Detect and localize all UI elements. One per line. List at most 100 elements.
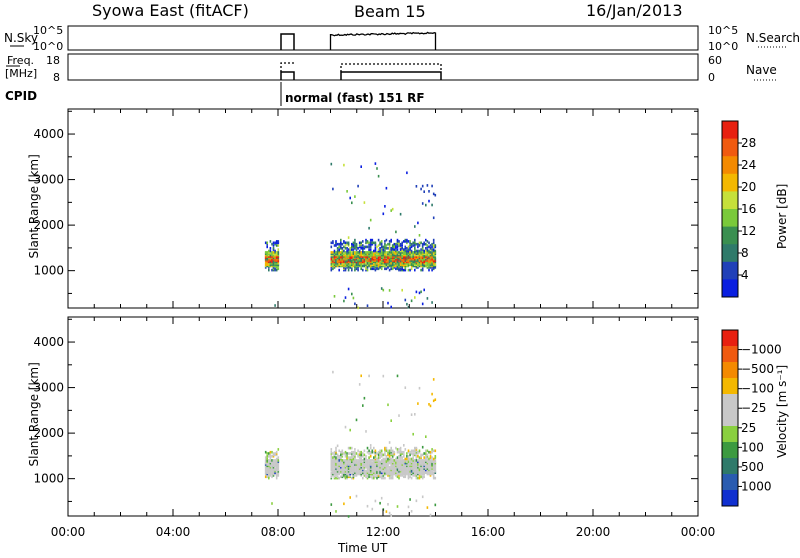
echo-cell	[390, 209, 392, 212]
echo-cell	[409, 467, 411, 470]
echo-cell	[360, 257, 362, 261]
echo-cell	[376, 257, 378, 261]
echo-cell	[269, 461, 272, 465]
echo-cell	[423, 452, 425, 455]
echo-cell	[344, 459, 347, 462]
echo-cell	[426, 453, 429, 457]
echo-cell	[362, 467, 364, 470]
echo-cell	[362, 404, 364, 407]
echo-cell	[380, 260, 383, 264]
echo-cell	[377, 248, 380, 251]
echo-cell	[410, 476, 413, 480]
echo-cell	[344, 263, 347, 266]
echo-cell	[379, 453, 381, 457]
echo-cell	[371, 476, 374, 480]
echo-cell	[410, 471, 413, 474]
echo-cell	[399, 474, 402, 477]
echo-cell	[417, 476, 419, 480]
echo-cell	[376, 461, 378, 465]
echo-cell	[354, 468, 356, 472]
echo-cell	[344, 267, 347, 271]
echo-cell	[377, 465, 380, 469]
echo-cell	[423, 468, 425, 472]
echo-cell	[414, 241, 416, 245]
echo-cell	[268, 268, 270, 272]
echo-cell	[396, 475, 399, 479]
echo-cell	[388, 262, 391, 265]
echo-cell	[374, 475, 377, 479]
echo-cell	[341, 253, 344, 257]
echo-cell	[421, 253, 424, 257]
echo-cell	[365, 241, 367, 245]
echo-cell	[349, 456, 351, 459]
echo-cell	[380, 468, 383, 472]
echo-cell	[432, 253, 435, 257]
echo-cell	[379, 241, 381, 245]
echo-cell	[374, 249, 377, 253]
echo-cell	[384, 253, 386, 257]
echo-cell	[398, 240, 400, 243]
echo-cell	[434, 253, 437, 257]
echo-cell	[396, 241, 399, 245]
echo-cell	[421, 260, 424, 264]
echo-cell	[421, 259, 424, 262]
echo-cell	[406, 457, 408, 461]
echo-cell	[360, 260, 362, 264]
echo-cell	[410, 257, 413, 261]
echo-cell	[396, 505, 399, 508]
echo-cell	[349, 428, 351, 432]
echo-cell	[352, 263, 355, 266]
echo-cell	[343, 253, 345, 257]
echo-cell	[390, 514, 392, 517]
colorbar-swatch	[722, 244, 738, 263]
echo-cell	[417, 402, 419, 405]
echo-cell	[388, 461, 391, 465]
echo-cell	[409, 262, 411, 265]
echo-cell	[420, 290, 422, 294]
echo-cell	[379, 247, 381, 250]
echo-cell	[388, 468, 391, 472]
echo-cell	[349, 253, 351, 257]
echo-cell	[349, 263, 351, 266]
echo-cell	[429, 247, 432, 250]
echo-cell	[363, 259, 366, 262]
echo-cell	[396, 448, 399, 451]
echo-cell	[428, 457, 430, 461]
echo-cell	[421, 468, 424, 472]
echo-cell	[266, 251, 268, 254]
freq-left-tick-bottom: 8	[53, 71, 60, 84]
echo-cell	[366, 468, 369, 472]
echo-cell	[277, 471, 280, 474]
echo-cell	[360, 259, 362, 262]
echo-cell	[360, 242, 362, 246]
echo-cell	[393, 459, 396, 462]
echo-cell	[428, 255, 430, 258]
echo-cell	[333, 257, 336, 261]
echo-cell	[415, 475, 418, 479]
echo-cell	[369, 444, 372, 447]
echo-cell	[354, 241, 356, 245]
power-colorbar-label: Power [dB]	[775, 184, 789, 249]
echo-cell	[399, 449, 402, 453]
colorbar-swatch	[722, 121, 738, 140]
echo-cell	[360, 165, 362, 168]
echo-cell	[391, 474, 394, 477]
colorbar-tick-label: −500	[741, 362, 774, 376]
echo-cell	[336, 467, 339, 470]
echo-cell	[401, 468, 403, 472]
echo-cell	[368, 452, 370, 455]
echo-cell	[354, 465, 356, 469]
echo-cell	[363, 251, 366, 254]
echo-cell	[428, 470, 430, 473]
echo-cell	[390, 446, 392, 450]
echo-cell	[355, 251, 358, 254]
echo-cell	[343, 245, 345, 249]
echo-cell	[407, 471, 410, 474]
echo-cell	[393, 461, 396, 465]
echo-cell	[351, 267, 353, 271]
echo-cell	[393, 251, 396, 254]
echo-cell	[399, 453, 402, 457]
echo-cell	[380, 496, 383, 500]
